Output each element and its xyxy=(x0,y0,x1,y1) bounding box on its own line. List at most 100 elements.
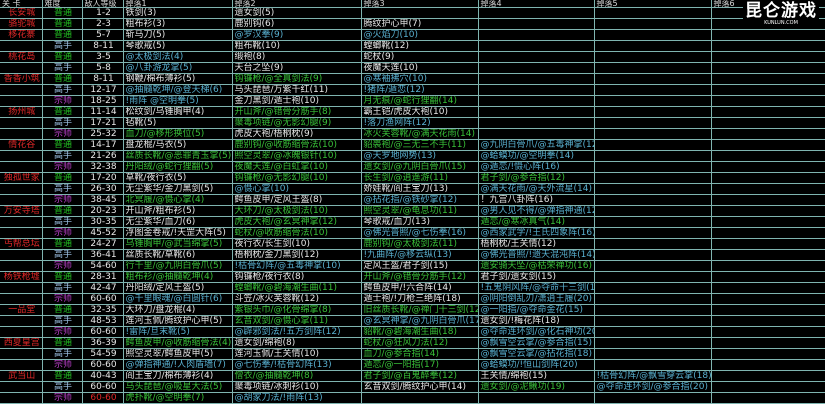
cell-drop-6 xyxy=(711,161,825,173)
cell-drop-2: 梧桐枕/金刀黑剑(12) xyxy=(232,249,362,261)
cell-difficulty: 普通 xyxy=(42,337,83,349)
cell-difficulty: 普通 xyxy=(42,139,83,151)
cell-drop-6 xyxy=(711,282,825,294)
table-row: 宗师 32-38 丹阳绒/@蛇行狸翻(5) 夜魔天莲/@白虹掌(10) 遗女剑/@九阴白… xyxy=(0,161,825,173)
cell-drop-5 xyxy=(594,117,712,129)
cell-stage xyxy=(0,282,43,294)
cell-drop-2: @七伤拳/!枯骨幻阵(13) xyxy=(232,359,362,371)
cell-drop-1: 开山斧/粗布衫(5) xyxy=(123,205,233,217)
cell-stage xyxy=(0,249,43,261)
header-drop-4: 掉落4 xyxy=(478,0,595,8)
cell-drop-3: @玄冥神掌/@九阴白骨爪(17) xyxy=(361,315,479,327)
cell-drop-4: 遗女剑/@泥鳅功(19) xyxy=(478,381,595,393)
cell-stage xyxy=(0,40,43,52)
header-drop-5: 掉落5 xyxy=(594,0,712,8)
cell-difficulty: 宗师 xyxy=(42,194,83,206)
cell-drop-4 xyxy=(478,392,595,404)
cell-difficulty: 普通 xyxy=(42,172,83,184)
cell-drop-6 xyxy=(711,40,825,52)
cell-drop-4 xyxy=(478,73,595,85)
header-drop-3: 掉落3 xyxy=(361,0,479,8)
cell-drop-2: 夜魔天莲/@白虹掌(10) xyxy=(232,161,362,173)
cell-drop-4 xyxy=(478,106,595,118)
cell-drop-5 xyxy=(594,392,712,404)
cell-drop-3: 冰火芙蓉靴/@满天花雨(14) xyxy=(361,128,479,140)
table-row: 西夏皇宫 普通 36-39 鳄鱼皮甲/@收筋缩骨法(4) 遗女剑/绵袍(8) 蛇杖/@狂风… xyxy=(0,337,825,349)
cell-stage: 扬州城 xyxy=(0,106,43,118)
cell-drop-2: 大环刀/@太极剑法(10) xyxy=(232,205,362,217)
cell-drop-1: @太极剑法(4) xyxy=(123,51,233,63)
cell-drop-2: 鳄鱼皮甲/定风王盔(8) xyxy=(232,194,362,206)
cell-enemy-level: 21-26 xyxy=(82,150,124,162)
cell-drop-2: 照空灵翠/@冰魄银针(10) xyxy=(232,150,362,162)
cell-drop-2: 钩镰枪/@无影幻腿(10) xyxy=(232,172,362,184)
cell-drop-1: 琴歌戒(5) xyxy=(123,40,233,52)
cell-drop-2: !枯骨幻阵/@五毒神掌(10) xyxy=(232,260,362,272)
cell-difficulty: 高手 xyxy=(42,183,83,195)
cell-drop-4: ！九宫八卦阵(16) xyxy=(478,194,595,206)
cell-enemy-level: 32-35 xyxy=(82,304,124,316)
cell-drop-6 xyxy=(711,183,825,195)
cell-difficulty: 高手 xyxy=(42,84,83,96)
cell-drop-6 xyxy=(711,73,825,85)
cell-stage: 独孤世家 xyxy=(0,172,43,184)
cell-drop-6 xyxy=(711,326,825,338)
cell-enemy-level: 60-60 xyxy=(82,326,124,338)
cell-drop-3: 鹿别钩/@太极剑法(11) xyxy=(361,238,479,250)
cell-drop-2: 钩镰枪/@全真剑法(9) xyxy=(232,73,362,85)
header-difficulty: 难度 xyxy=(42,0,83,8)
table-row: 高手 17-21 毡靴(5) 聚毒项链/@无影幻腿(9) !落刀渔网阵(12) xyxy=(0,117,825,129)
cell-drop-6 xyxy=(711,150,825,162)
cell-drop-1: 盘龙棍/马衣(5) xyxy=(123,139,233,151)
cell-difficulty: 高手 xyxy=(42,249,83,261)
table-row: 情花谷 普通 14-17 盘龙棍/马衣(5) 鹿别钩/@收筋缩骨法(10) 貂裘袍/@三无… xyxy=(0,139,825,151)
cell-difficulty: 宗师 xyxy=(42,260,83,272)
table-row: 一品堂 普通 32-35 大环刀/盘龙棍(4) 紫银头巾/@化骨绵掌(8) 旧丝质长靴/@… xyxy=(0,304,825,316)
cell-difficulty: 高手 xyxy=(42,62,83,74)
cell-drop-3: 遗女剑/@九阴白骨爪(15) xyxy=(361,161,479,173)
cell-drop-1: 草靴/夜行衣(5) xyxy=(123,172,233,184)
cell-drop-3: 貂裘袍/@三无三不手(11) xyxy=(361,139,479,151)
cell-difficulty: 高手 xyxy=(42,315,83,327)
cell-drop-3: 蛇杖/@狂风刀法(12) xyxy=(361,337,479,349)
cell-difficulty: 普通 xyxy=(42,7,83,19)
cell-drop-4: @西家武学/!王氏四象阵(16) xyxy=(478,227,595,239)
cell-drop-4 xyxy=(478,95,595,107)
cell-enemy-level: 11-14 xyxy=(82,106,124,118)
header-row: 关 卡难度 敌人等级 掉落1 掉落2 掉落3 掉落4 掉落5 掉落6 xyxy=(0,0,825,8)
cell-enemy-level: 17-20 xyxy=(82,172,124,184)
cell-stage xyxy=(0,183,43,195)
cell-drop-4: 梧桐枕/王关情(12) xyxy=(478,238,595,250)
cell-difficulty: 普通 xyxy=(42,73,83,85)
cell-drop-6 xyxy=(711,139,825,151)
cell-drop-5 xyxy=(594,326,712,338)
cell-drop-5 xyxy=(594,271,712,283)
cell-drop-5 xyxy=(594,282,712,294)
cell-drop-5 xyxy=(594,293,712,305)
logo-text: 昆仑游戏 xyxy=(745,1,817,21)
cell-drop-5: !枯骨幻阵/@飘雪穿云掌(18) xyxy=(594,370,712,382)
cell-difficulty: 普通 xyxy=(42,18,83,30)
cell-stage xyxy=(0,326,43,338)
cell-drop-5 xyxy=(594,40,712,52)
cell-drop-4 xyxy=(478,18,595,30)
table-row: 移花寨 普通 5-7 斩马刀(5) @罗汉拳(9) @火焰刀(10) xyxy=(0,29,825,41)
table-row: 万安寺塔 普通 20-23 开山斧/粗布衫(5) 大环刀/@太极剑法(10) 照空灵翠/@… xyxy=(0,205,825,217)
table-row: 宗师 60-60 @千里眼魂/@白圆针(6) 斗笠/冰火芙蓉靴(12) 遁士袍/!刀枪三… xyxy=(0,293,825,305)
cell-drop-6 xyxy=(711,95,825,107)
cell-drop-4: 君子剑/遗女剑(15) xyxy=(478,271,595,283)
cell-drop-3: 长生剑/@逍遥游(11) xyxy=(361,172,479,184)
cell-enemy-level: 38-45 xyxy=(82,194,124,206)
table-row: 宗师 54-60 行千里/@九阴白骨爪(5) !枯骨幻阵/@五毒神掌(10) 定风王盔/… xyxy=(0,260,825,272)
cell-drop-6 xyxy=(711,260,825,272)
cell-drop-4: @男人见不得/@弹指神通(12) xyxy=(478,205,595,217)
cell-drop-6 xyxy=(711,370,825,382)
cell-drop-3: 貂靴/@碧海潮生曲(18) xyxy=(361,326,479,338)
cell-enemy-level: 1-2 xyxy=(82,7,124,19)
cell-drop-6 xyxy=(711,117,825,129)
cell-drop-6 xyxy=(711,216,825,228)
cell-drop-4: 遗安骑天坠/@枯荣禅功(16) xyxy=(478,260,595,272)
cell-difficulty: 宗师 xyxy=(42,326,83,338)
table-row: 宗师 25-32 血刀/@移形换位(5) 虎皮大袍/梧桐枕(9) 冰火芙蓉靴/@满天花雨… xyxy=(0,128,825,140)
